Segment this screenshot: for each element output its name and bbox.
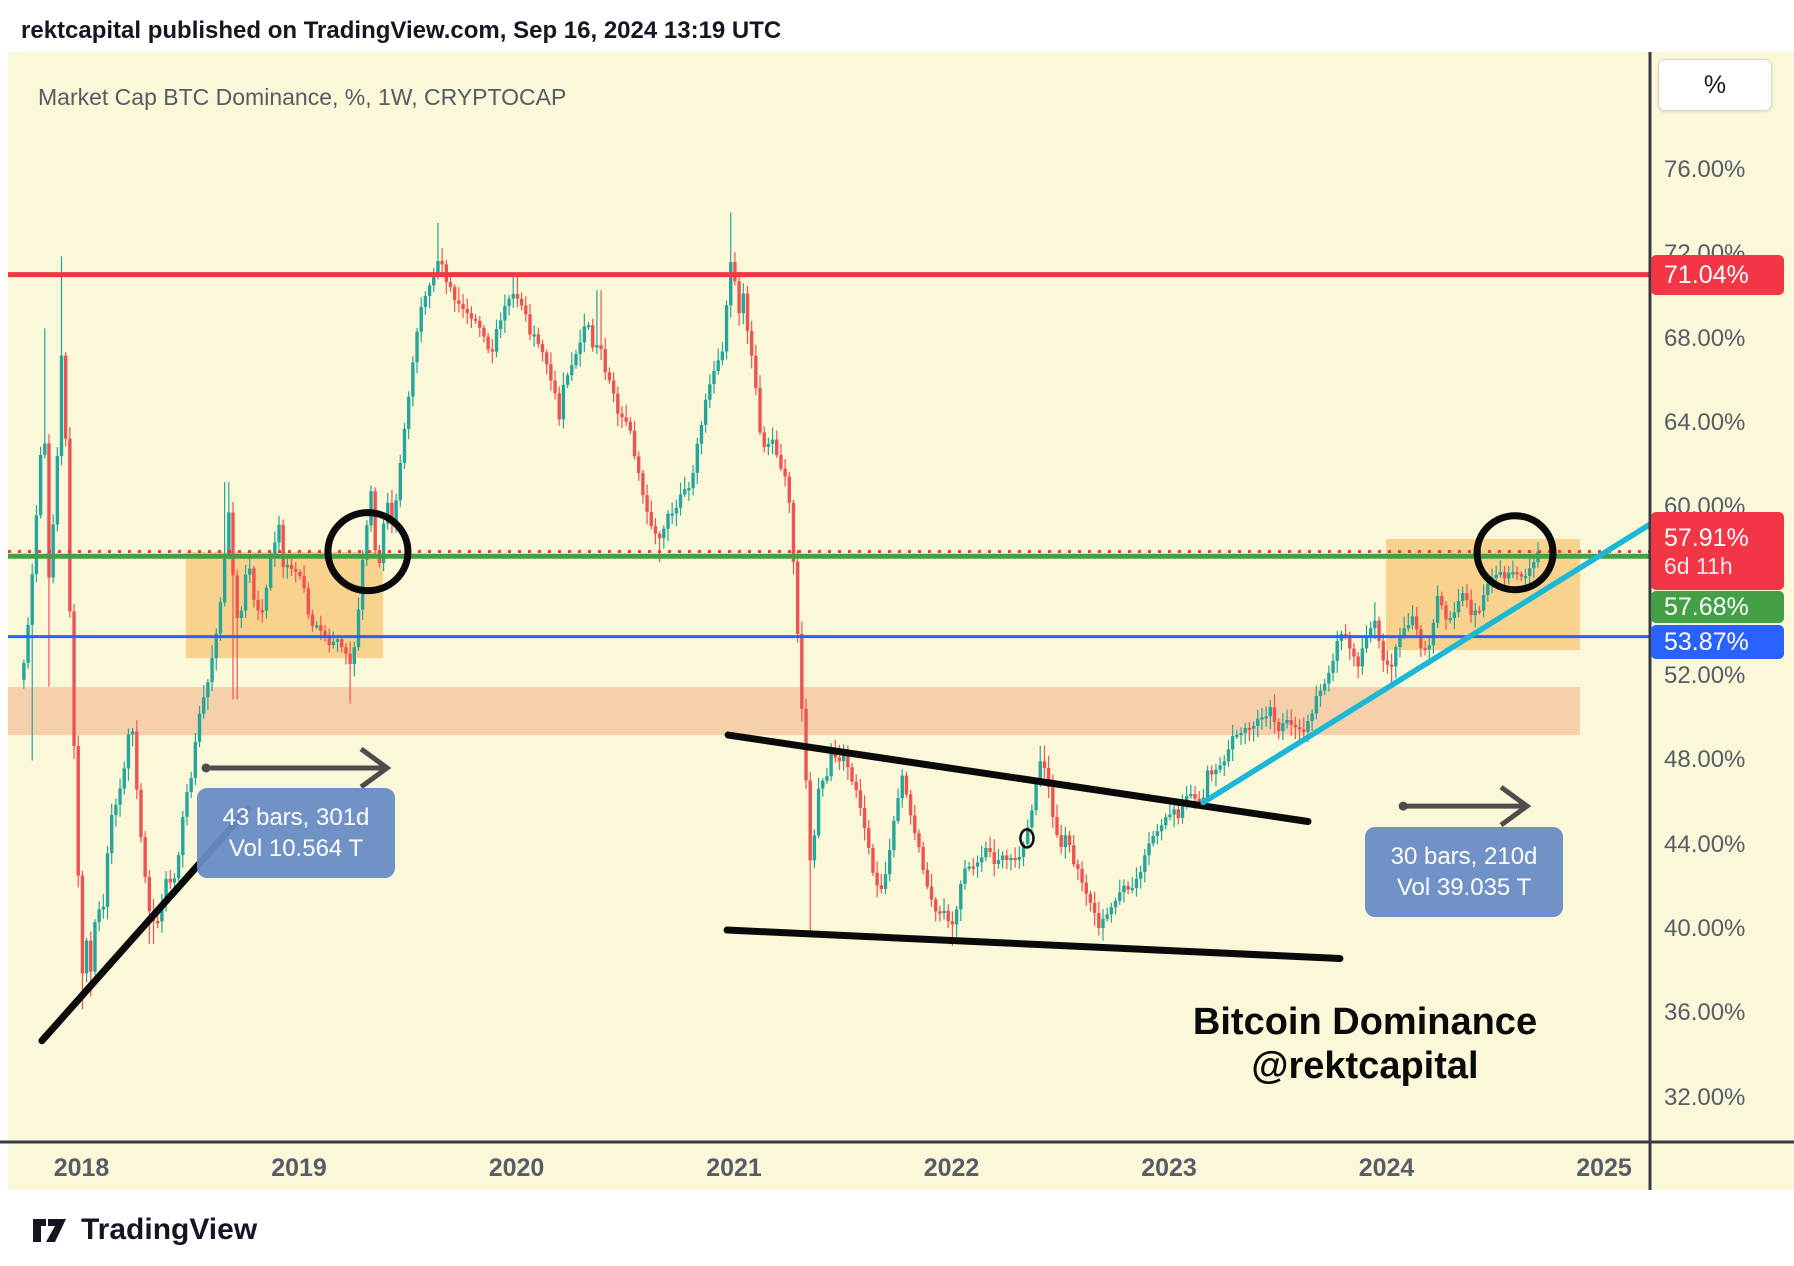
cyan-uptrend: [1200, 521, 1653, 806]
triangle-lower: [723, 926, 1344, 963]
circle-annotations: [324, 509, 1557, 849]
price-label-value: 57.68%: [1664, 593, 1749, 622]
price-label-value: 57.91%: [1664, 523, 1749, 552]
triangle-upper: [724, 731, 1312, 825]
watermark-line1: Bitcoin Dominance: [1192, 1001, 1538, 1043]
mini-ellipse-marker: [1019, 828, 1035, 849]
x-axis-tick: 2021: [706, 1154, 762, 1182]
x-axis-tick: 2018: [53, 1154, 110, 1182]
breakout-2019-circle: [324, 509, 412, 595]
watermark-line2: @rektcapital: [1251, 1045, 1479, 1087]
price-label-7104: 71.04%: [1651, 254, 1784, 295]
bar-countdown: 6d 11h: [1664, 552, 1733, 579]
measure-bars-text: 30 bars, 210d: [1390, 842, 1538, 870]
measure-vol-text: Vol 10.564 T: [228, 834, 364, 862]
x-axis-tick: 2023: [1141, 1154, 1197, 1182]
x-axis-tick: 2019: [271, 1154, 327, 1182]
y-axis-tick: 48.00%: [1664, 746, 1746, 774]
measure-label-2024[interactable]: 30 bars, 210d Vol 39.035 T: [1365, 827, 1563, 917]
measure-vol-text: Vol 39.035 T: [1396, 873, 1532, 901]
publish-header: rektcapital published on TradingView.com…: [21, 17, 782, 44]
price-label-value: 53.87%: [1664, 627, 1749, 656]
y-axis-tick: 68.00%: [1664, 324, 1746, 352]
breakout-2024-circle: [1473, 512, 1557, 594]
candlestick-series: [22, 212, 1540, 1010]
price-label-5768: 57.68%: [1651, 591, 1784, 624]
y-axis-tick: 76.00%: [1664, 156, 1746, 184]
x-axis-tick: 2022: [923, 1154, 980, 1182]
y-axis-tick: 52.00%: [1664, 662, 1746, 690]
tradingview-wordmark: TradingView: [81, 1213, 258, 1246]
y-axis-tick: 64.00%: [1664, 409, 1746, 437]
price-label-value: 71.04%: [1664, 260, 1749, 289]
price-label-5791: 57.91% 6d 11h: [1651, 512, 1784, 591]
measure-arrows: [201, 746, 1532, 828]
pink-supply-zone: [8, 687, 1581, 736]
watermark: Bitcoin Dominance @rektcapital: [1030, 1000, 1700, 1088]
tradingview-logo-icon: [33, 1219, 66, 1242]
price-label-5387: 53.87%: [1651, 624, 1784, 659]
y-axis-tick: 44.00%: [1664, 830, 1746, 858]
horizontal-levels: [8, 272, 1650, 639]
axis-frame: [0, 52, 1794, 1190]
tradingview-logo[interactable]: TradingView: [30, 1210, 257, 1250]
y-axis-tick: 36.00%: [1664, 999, 1746, 1027]
measure-bars-text: 43 bars, 301d: [222, 803, 370, 831]
y-axis-tick: 32.00%: [1664, 1083, 1746, 1111]
x-axis-tick: 2025: [1576, 1154, 1632, 1182]
y-axis-tick: 40.00%: [1664, 915, 1746, 942]
x-axis-tick: 2024: [1358, 1154, 1415, 1182]
orange-box-2018: [185, 552, 383, 659]
measure-label-2018[interactable]: 43 bars, 301d Vol 10.564 T: [197, 788, 395, 878]
x-axis-tick: 2020: [488, 1154, 545, 1182]
symbol-title: Market Cap BTC Dominance, %, 1W, CRYPTOC…: [38, 84, 567, 110]
price-scale-unit-button[interactable]: %: [1658, 59, 1772, 111]
